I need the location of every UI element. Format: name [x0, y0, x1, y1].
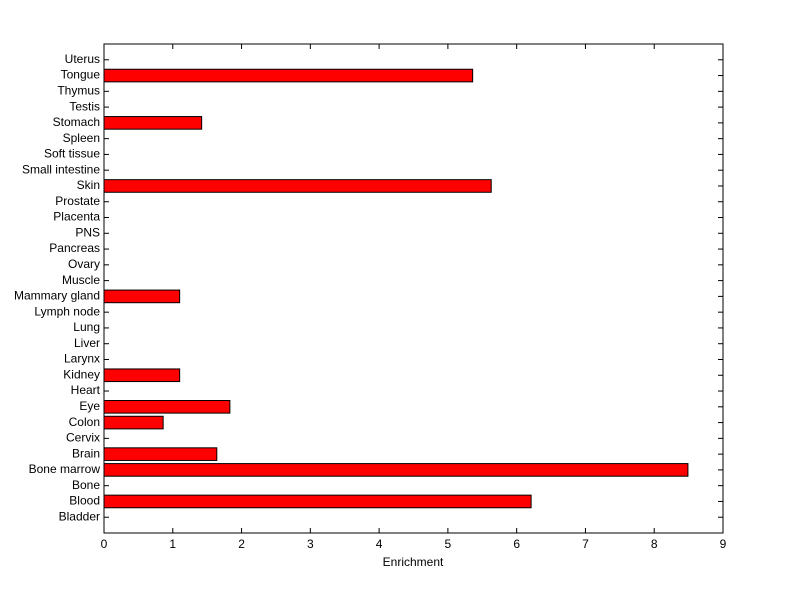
y-tick-label: Bone	[72, 478, 100, 492]
y-tick-label: Testis	[69, 99, 100, 113]
y-tick-label: Bone marrow	[29, 462, 101, 476]
y-tick-label: Blood	[69, 494, 100, 508]
bar	[103, 289, 181, 304]
y-tick-label: Colon	[69, 415, 100, 429]
bar	[103, 415, 164, 430]
y-tick-label: Brain	[72, 446, 100, 460]
y-tick-label: Ovary	[68, 257, 100, 271]
y-tick-label: Lymph node	[34, 304, 100, 318]
y-tick-label: Eye	[79, 399, 100, 413]
y-tick-label: Stomach	[53, 115, 100, 129]
bar	[103, 494, 532, 509]
x-tick-label: 3	[307, 537, 314, 551]
y-tick-label: Larynx	[64, 352, 100, 366]
x-tick-label: 2	[238, 537, 245, 551]
plot-frame	[103, 43, 724, 534]
bar	[103, 68, 474, 83]
x-tick-label: 9	[720, 537, 727, 551]
x-tick-label: 7	[582, 537, 589, 551]
y-tick-label: PNS	[75, 225, 100, 239]
x-tick-label: 0	[101, 537, 108, 551]
y-tick-label: Muscle	[62, 273, 100, 287]
y-tick-label: Tongue	[61, 68, 101, 82]
bar	[103, 179, 492, 193]
y-tick-label: Skin	[77, 178, 100, 192]
x-tick-label: 6	[513, 537, 520, 551]
bar	[103, 116, 203, 130]
y-tick-label: Uterus	[65, 52, 100, 66]
x-tick-label: 8	[651, 537, 658, 551]
y-tick-label: Cervix	[66, 431, 100, 445]
x-tick-label: 1	[169, 537, 176, 551]
y-tick-label: Bladder	[59, 509, 100, 523]
bar	[103, 463, 689, 477]
y-tick-label: Prostate	[55, 194, 100, 208]
x-tick-label: 5	[445, 537, 452, 551]
y-tick-label: Small intestine	[22, 162, 100, 176]
y-tick-label: Soft tissue	[44, 147, 100, 161]
y-tick-label: Placenta	[53, 210, 100, 224]
bar	[103, 399, 231, 414]
y-tick-label: Heart	[71, 383, 101, 397]
x-tick-label: 4	[376, 537, 383, 551]
y-tick-label: Kidney	[63, 367, 100, 381]
x-axis-label: Enrichment	[383, 555, 444, 569]
y-tick-label: Lung	[73, 320, 100, 334]
y-tick-label: Spleen	[63, 131, 100, 145]
bar	[103, 368, 181, 383]
y-tick-label: Mammary gland	[14, 289, 100, 303]
y-tick-label: Liver	[74, 336, 100, 350]
bar	[103, 447, 218, 461]
y-tick-label: Thymus	[57, 83, 100, 97]
y-tick-label: Pancreas	[49, 241, 100, 255]
